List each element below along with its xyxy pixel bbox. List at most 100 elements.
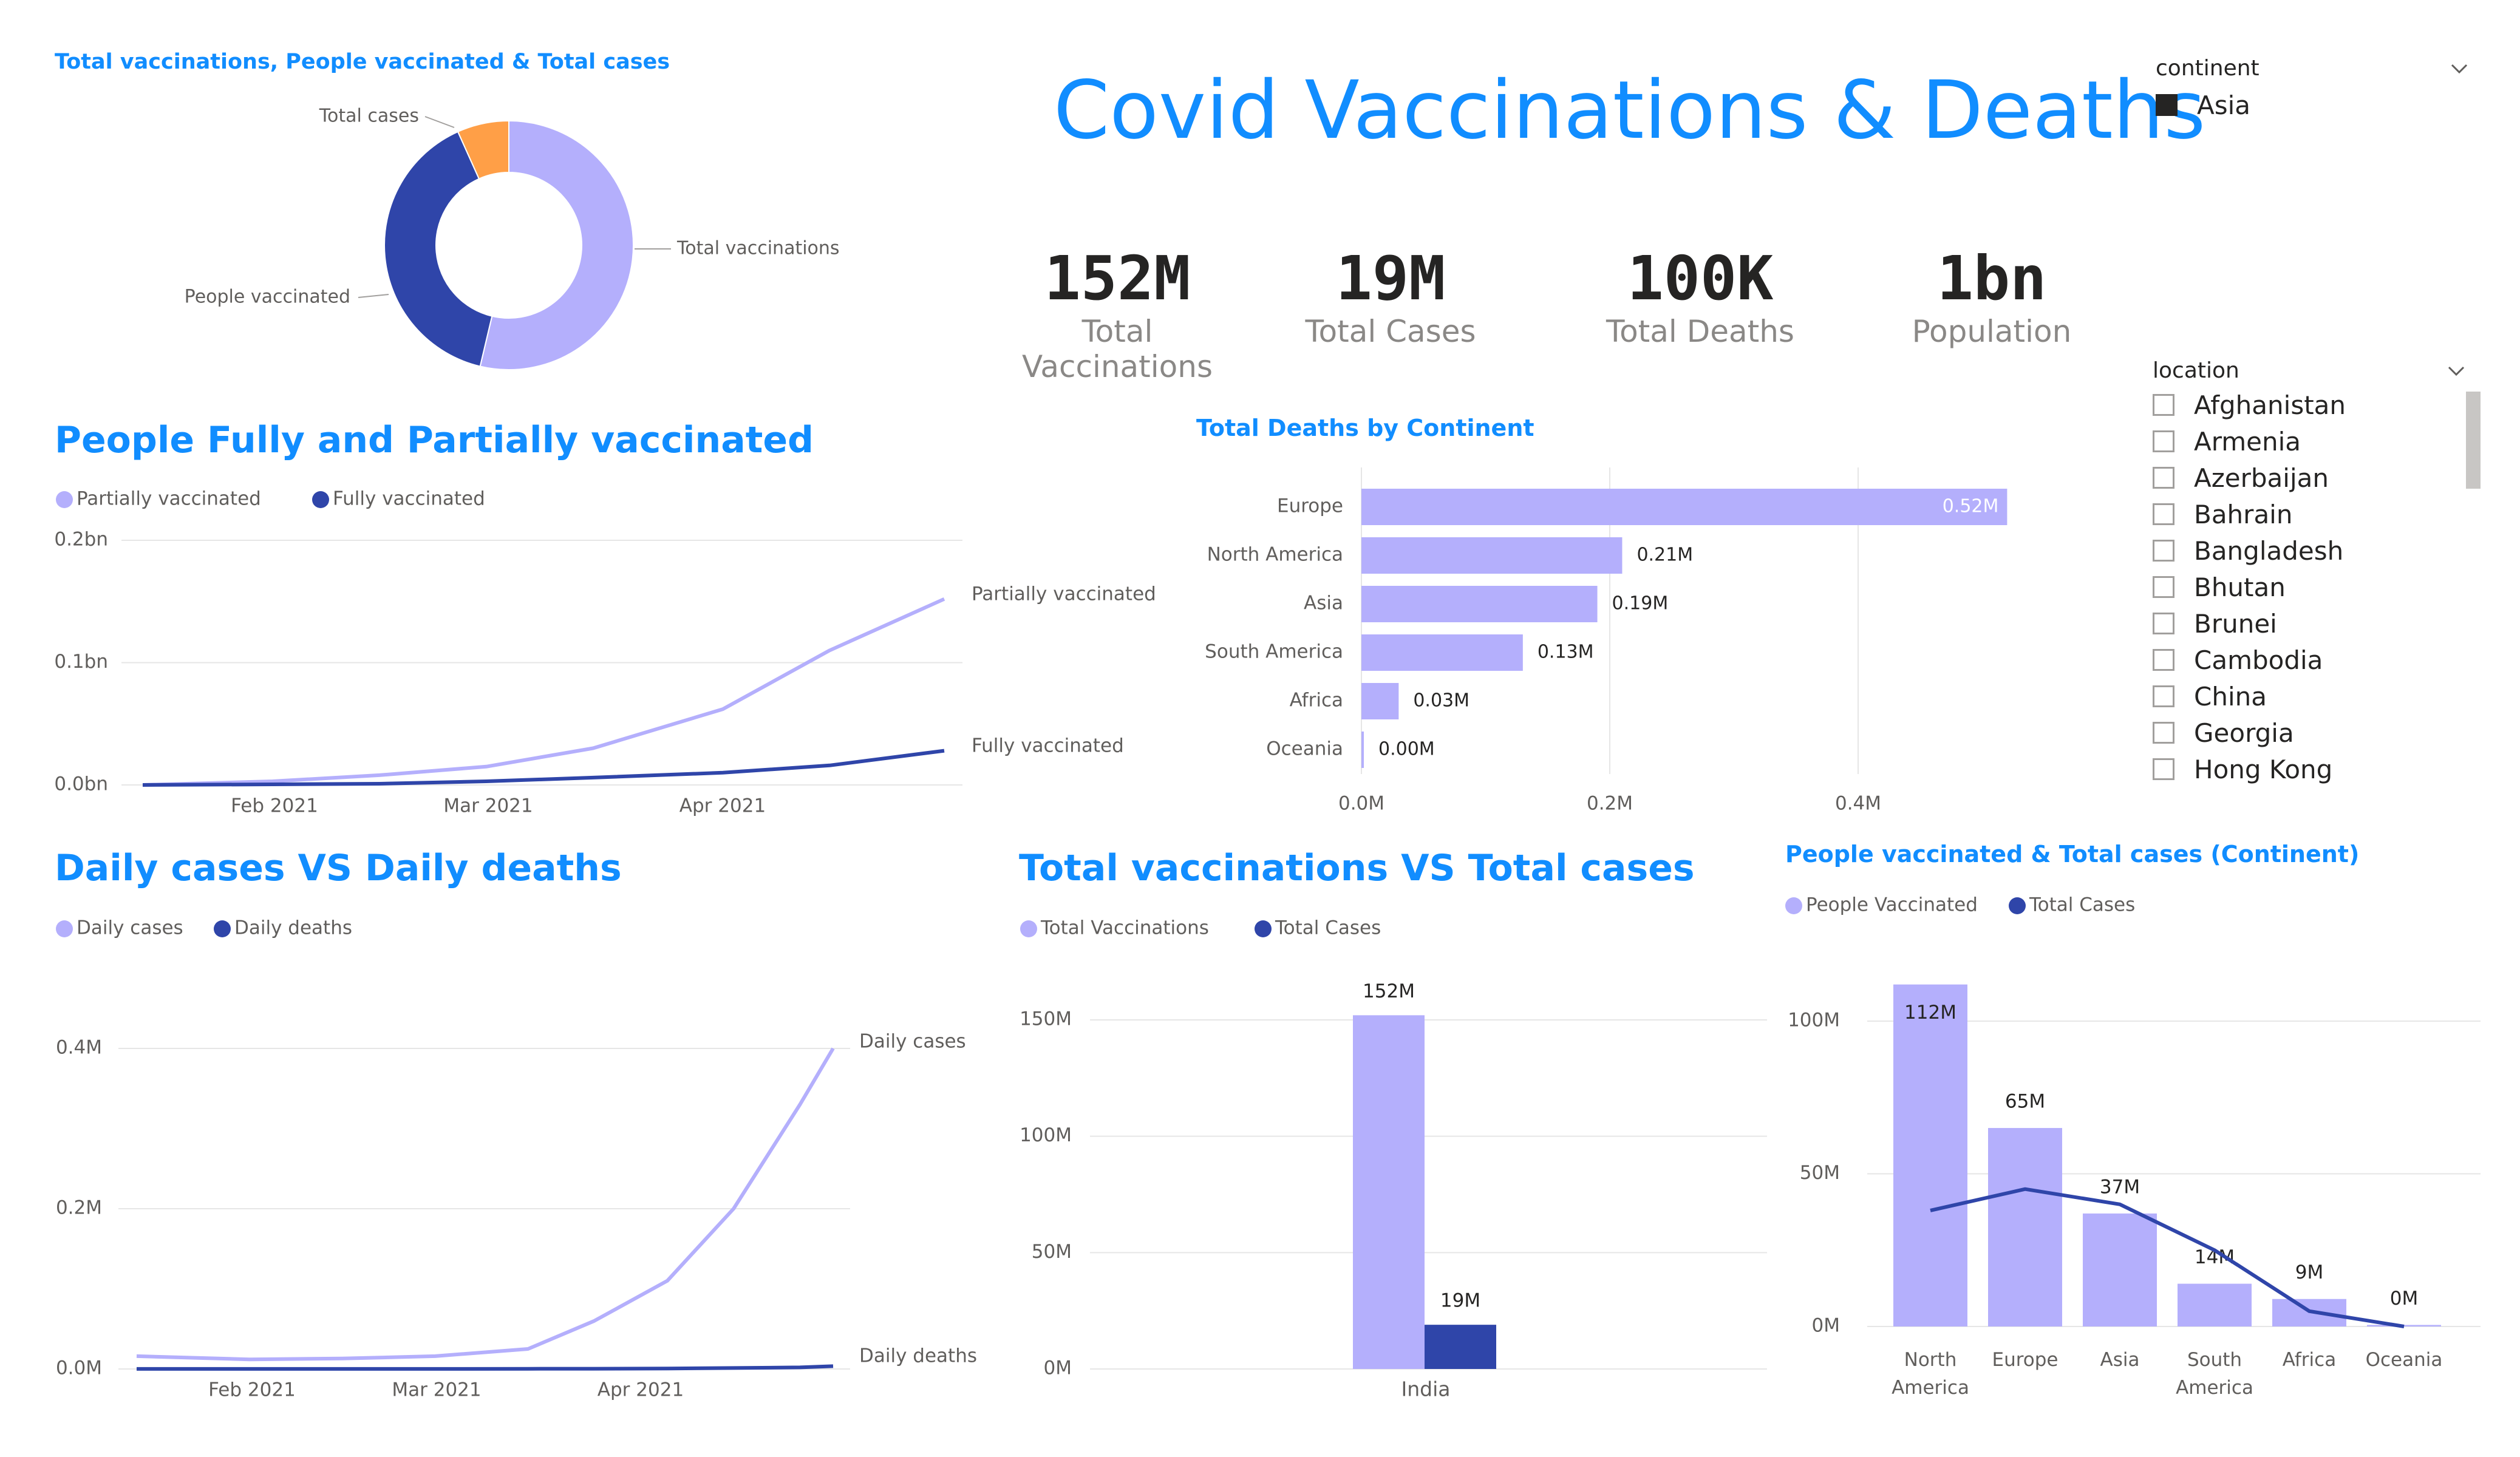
legend-label: Daily deaths	[234, 917, 352, 939]
data-label: 65M	[2005, 1091, 2045, 1113]
location-option[interactable]: Brunei	[2153, 605, 2481, 642]
chevron-down-icon[interactable]	[2447, 56, 2471, 81]
series-end-label: Fully vaccinated	[972, 735, 1124, 757]
line-series-daily-deaths	[137, 1364, 834, 1371]
bar	[1361, 732, 1364, 768]
x-tick-label: Feb 2021	[231, 795, 318, 817]
line-series-daily-cases	[136, 1047, 835, 1362]
donut-label: Total cases	[319, 106, 419, 127]
checkbox[interactable]	[2153, 576, 2174, 598]
location-slicer-label: location	[2153, 358, 2239, 383]
continent-option-label: Asia	[2197, 90, 2251, 120]
kpi-value: 1bn	[1936, 243, 2047, 314]
y-tick-label: 0.4M	[56, 1037, 102, 1059]
daily-line-chart-title: Daily cases VS Daily deaths	[55, 847, 622, 889]
legend-label: Total Cases	[1275, 917, 1381, 939]
x-tick-label: 0.2M	[1587, 793, 1633, 815]
data-label: 37M	[2100, 1176, 2140, 1198]
data-label: 152M	[1363, 980, 1415, 1002]
checkbox[interactable]	[2153, 540, 2174, 562]
y-tick-label: 0.2bn	[54, 529, 108, 551]
y-tick-label: 100M	[1020, 1124, 1072, 1146]
legend-marker	[2009, 897, 2026, 914]
x-tick-label: 0.0M	[1338, 793, 1384, 815]
x-tick-label: Oceania	[2366, 1349, 2443, 1371]
location-option[interactable]: Hong Kong	[2153, 751, 2481, 787]
x-tick-label: Apr 2021	[679, 795, 766, 817]
kpi-label: Total Cases	[1305, 314, 1476, 349]
checkbox[interactable]	[2153, 758, 2174, 780]
location-list: Afghanistan Armenia Azerbaijan Bahrain Bangl…	[2153, 387, 2481, 787]
legend-label: Total Cases	[2029, 894, 2135, 916]
x-tick-label: Apr 2021	[598, 1379, 684, 1401]
location-option-label: Hong Kong	[2194, 754, 2333, 784]
scrollbar[interactable]	[2466, 392, 2481, 489]
kpi-population: 1bn Population	[1864, 243, 2119, 349]
continent-option[interactable]: Asia	[2156, 87, 2471, 123]
legend-label: Partially vaccinated	[77, 488, 261, 510]
category-label: Africa	[1290, 690, 1343, 712]
location-option[interactable]: Cambodia	[2153, 642, 2481, 678]
data-label: 0.21M	[1636, 545, 1693, 566]
donut-slice-total-vaccinations	[479, 120, 634, 370]
category-label: Oceania	[1266, 738, 1343, 760]
kpi-label: Total Vaccinations	[1022, 314, 1213, 384]
checkbox[interactable]	[2153, 503, 2174, 525]
x-tick-label: Africa	[2283, 1349, 2336, 1371]
x-tick-label: 0.4M	[1835, 793, 1881, 815]
series-end-label: Daily deaths	[859, 1345, 977, 1367]
category-label: North America	[1207, 544, 1343, 566]
location-option-label: Cambodia	[2194, 645, 2323, 675]
kpi-value: 152M	[1044, 243, 1191, 314]
column-total-cases	[1425, 1325, 1496, 1369]
x-tick-label: India	[1401, 1377, 1451, 1401]
y-tick-label: 0M	[1812, 1315, 1840, 1337]
y-tick-label: 100M	[1788, 1010, 1840, 1031]
location-option[interactable]: Bhutan	[2153, 569, 2481, 605]
data-label: 0.19M	[1612, 593, 1669, 614]
checkbox[interactable]	[2153, 685, 2174, 707]
checkbox-checked[interactable]	[2156, 94, 2178, 116]
location-option[interactable]: China	[2153, 678, 2481, 715]
checkbox[interactable]	[2153, 649, 2174, 671]
checkbox[interactable]	[2153, 430, 2174, 452]
kpi-value: 100K	[1627, 243, 1774, 314]
location-option[interactable]: Azerbaijan	[2153, 460, 2481, 496]
location-option[interactable]: Georgia	[2153, 715, 2481, 751]
data-label: 0.52M	[1943, 496, 1999, 517]
location-option-label: China	[2194, 681, 2267, 712]
chevron-down-icon[interactable]	[2444, 359, 2468, 383]
kpi-total-vaccinations: 152M Total Vaccinations	[984, 243, 1251, 384]
vacc-vs-cases-chart-title: Total vaccinations VS Total cases	[1019, 847, 1695, 889]
donut-leader-line	[358, 294, 389, 298]
checkbox[interactable]	[2153, 467, 2174, 489]
vaccination-line-chart-title: People Fully and Partially vaccinated	[55, 419, 814, 461]
line-series-total-cases	[1930, 1187, 2405, 1328]
legend-marker	[312, 491, 329, 508]
checkbox[interactable]	[2153, 394, 2174, 416]
legend-label: Fully vaccinated	[333, 488, 485, 510]
location-option[interactable]: Bangladesh	[2153, 532, 2481, 569]
donut-chart-title: Total vaccinations, People vaccinated & …	[55, 50, 670, 74]
data-label: 9M	[2295, 1262, 2323, 1283]
column-people-vaccinated	[2083, 1213, 2157, 1326]
legend-marker	[1020, 920, 1037, 937]
y-tick-label: 0.0bn	[54, 773, 108, 795]
location-option[interactable]: Armenia	[2153, 423, 2481, 460]
x-tick-label: Mar 2021	[392, 1379, 481, 1401]
continent-slicer[interactable]: continent Asia	[2156, 56, 2471, 123]
x-tick-label: Feb 2021	[208, 1379, 296, 1401]
checkbox[interactable]	[2153, 722, 2174, 744]
data-label: 19M	[1440, 1290, 1480, 1312]
bar	[1361, 586, 1598, 622]
x-tick-label: Asia	[2100, 1349, 2140, 1371]
legend-marker	[56, 920, 73, 937]
series-end-label: Daily cases	[859, 1031, 966, 1053]
location-option[interactable]: Afghanistan	[2153, 387, 2481, 423]
line-series-partially-vaccinated	[142, 597, 945, 787]
column-people-vaccinated	[2178, 1283, 2252, 1326]
checkbox[interactable]	[2153, 613, 2174, 634]
location-slicer[interactable]: location Afghanistan Armenia Azerbaijan Bah…	[2153, 358, 2481, 801]
location-option[interactable]: Bahrain	[2153, 496, 2481, 532]
data-label: 0.00M	[1378, 739, 1435, 760]
